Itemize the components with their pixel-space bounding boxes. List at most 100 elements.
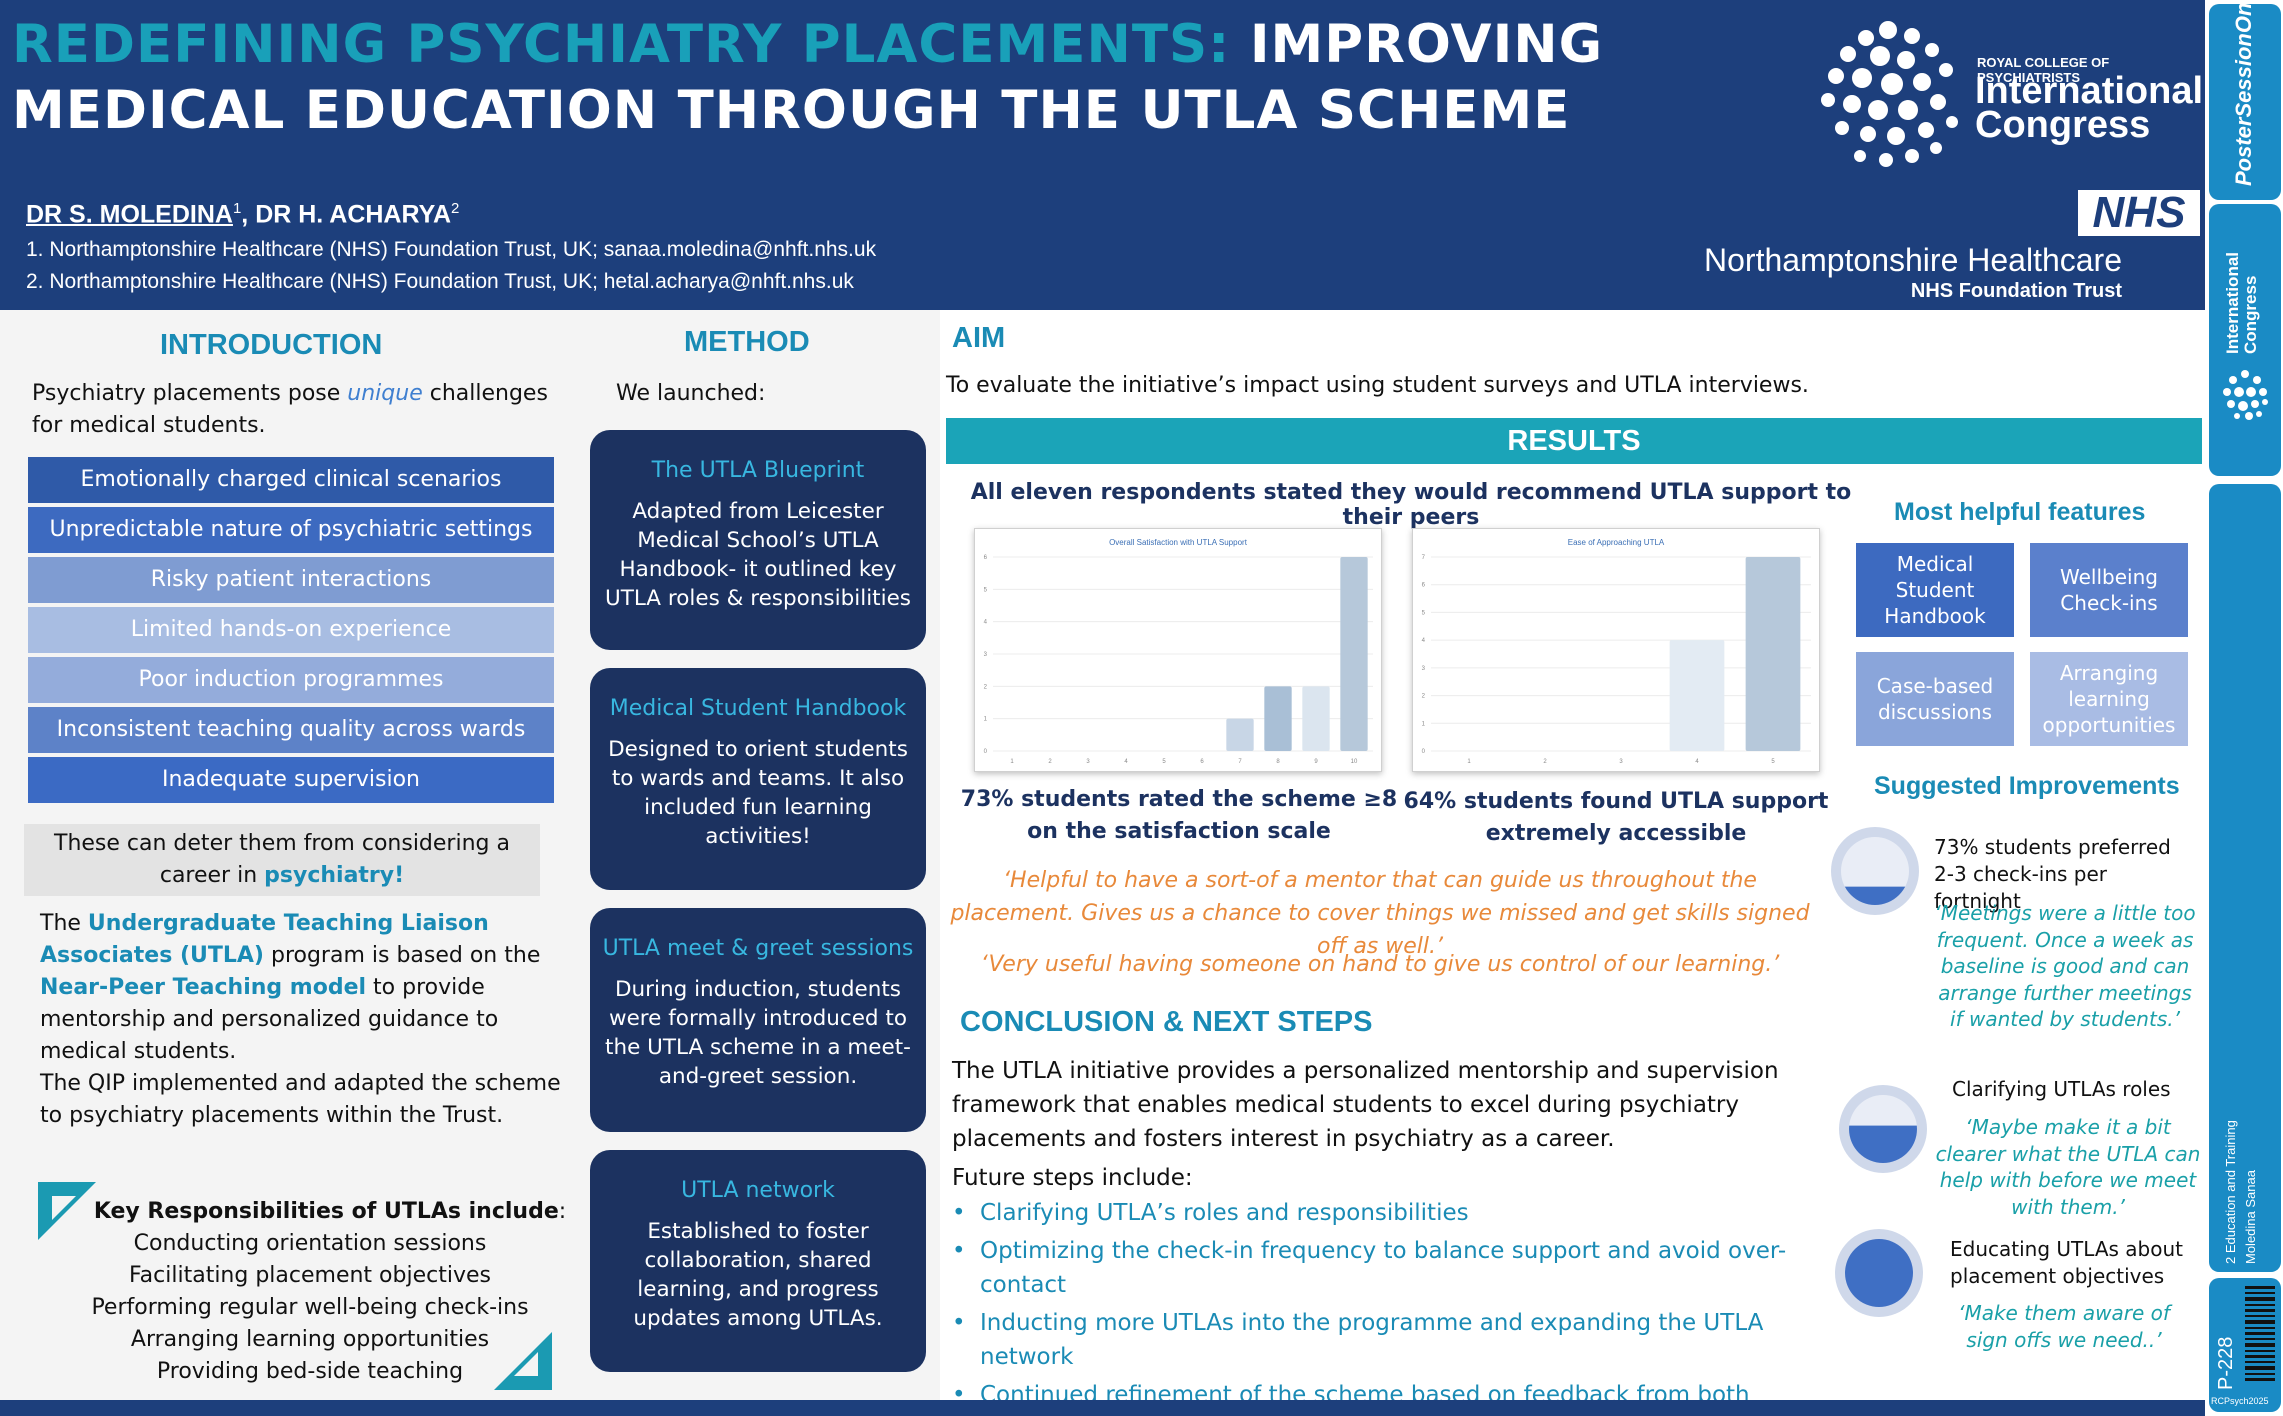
chart-accessibility: Ease of Approaching UTLA 0 1 2 3 4 5 6 7 1 2 3 4 5	[1412, 528, 1820, 772]
poster-id: P-228	[2215, 1336, 2237, 1390]
recommend-statement: All eleven respondents stated they would…	[970, 480, 1852, 530]
y-tick-label: 0	[1422, 749, 1426, 755]
responsibility-item: Facilitating placement objectives	[129, 1263, 491, 1288]
strip-footer: RCPsych2025	[2211, 1396, 2269, 1406]
congress-dots-icon	[2223, 370, 2268, 420]
future-step-item: Clarifying UTLA’s roles and responsibili…	[950, 1196, 1830, 1230]
author-line: DR S. MOLEDINA1, DR H. ACHARYA2	[26, 200, 460, 229]
stat-satisfaction: 73% students rated the scheme ≥8 on the …	[960, 787, 1398, 844]
challenge-item: Poor induction programmes	[28, 657, 554, 703]
y-tick-label: 5	[984, 587, 988, 593]
challenge-item: Inconsistent teaching quality across war…	[28, 707, 554, 753]
aim-text: To evaluate the initiative’s impact usin…	[946, 373, 1809, 398]
x-tick-label: 6	[1200, 759, 1204, 765]
congress-panel: International Congress	[2209, 204, 2281, 476]
poster-id-panel: P-228 RCPsych2025	[2209, 1278, 2281, 1412]
x-tick-label: 10	[1351, 759, 1358, 765]
feature-card: Medical Student Handbook	[1856, 543, 2014, 637]
poster-title-line-2: MEDICAL EDUCATION THROUGH THE UTLA SCHEM…	[12, 80, 1571, 141]
bar	[1264, 686, 1292, 751]
method-box-network: UTLA network Established to foster colla…	[590, 1150, 926, 1372]
x-tick-label: 2	[1048, 759, 1052, 765]
nhs-logo: NHS	[2078, 190, 2200, 236]
bottom-bar	[0, 1400, 2205, 1416]
feature-card: Wellbeing Check-ins	[2030, 543, 2188, 637]
poster-sessions-label: PosterSessionOnline	[2231, 0, 2256, 186]
student-quote-1: ‘Helpful to have a sort-of a mentor that…	[950, 868, 1810, 959]
feature-card: Case-based discussions	[1856, 652, 2014, 746]
future-steps-list: Clarifying UTLA’s roles and responsibili…	[950, 1196, 1830, 1416]
challenge-item: Unpredictable nature of psychiatric sett…	[28, 507, 554, 553]
affiliation-2: 2. Northamptonshire Healthcare (NHS) Fou…	[26, 270, 854, 293]
bar	[1226, 718, 1254, 751]
y-tick-label: 1	[984, 717, 988, 723]
chart-title: Ease of Approaching UTLA	[1568, 538, 1665, 547]
progress-circle-icon	[1835, 1229, 1923, 1317]
challenge-item: Limited hands-on experience	[28, 607, 554, 653]
bar	[1340, 557, 1368, 751]
rcpsych-logo-icon	[1821, 21, 1958, 167]
responsibility-item: Conducting orientation sessions	[133, 1231, 487, 1256]
rcpsych-label: ROYAL COLLEGE OF PSYCHIATRISTS	[1977, 55, 2110, 85]
utla-description: The Undergraduate Teaching Liaison Assoc…	[40, 911, 541, 1064]
key-responsibilities: Key Responsibilities of UTLAs include: C…	[40, 1196, 580, 1388]
improvement-text: Clarifying UTLAs roles	[1952, 1077, 2171, 1101]
y-tick-label: 1	[1422, 721, 1426, 727]
y-tick-label: 6	[984, 555, 988, 561]
y-tick-label: 4	[984, 620, 988, 626]
congress-label-2: Congress	[1975, 104, 2151, 146]
conclusion-heading: CONCLUSION & NEXT STEPS	[960, 1006, 1373, 1038]
bar	[1669, 640, 1725, 751]
chart-satisfaction: Overall Satisfaction with UTLA Support 0 1…	[974, 528, 1382, 772]
challenge-item: Emotionally charged clinical scenarios	[28, 457, 554, 503]
y-tick-label: 5	[1422, 610, 1426, 616]
improvement-text: 73% students preferred 2-3 check-ins per…	[1934, 835, 2171, 913]
intro-text: Psychiatry placements pose unique challe…	[32, 381, 548, 438]
improvement-quote: ‘Make them aware of sign offs we need..’	[1958, 1301, 2170, 1352]
chart-satisfaction-svg: Overall Satisfaction with UTLA Support 0 1…	[984, 538, 1373, 765]
method-box-blueprint: The UTLA Blueprint Adapted from Leiceste…	[590, 430, 926, 650]
x-tick-label: 1	[1467, 759, 1471, 765]
progress-circle-icon	[1839, 1085, 1927, 1173]
method-intro: We launched:	[616, 381, 766, 406]
future-step-item: Optimizing the check-in frequency to bal…	[950, 1234, 1830, 1302]
x-tick-label: 9	[1314, 759, 1318, 765]
features-heading: Most helpful features	[1894, 498, 2146, 526]
barcode-icon	[2245, 1286, 2275, 1381]
y-tick-label: 3	[1422, 666, 1426, 672]
y-tick-label: 6	[1422, 583, 1426, 589]
x-tick-label: 3	[1619, 759, 1623, 765]
strip-congress-1: International	[2223, 251, 2242, 354]
y-tick-label: 3	[984, 652, 988, 658]
x-tick-label: 5	[1771, 759, 1775, 765]
deter-callout: These can deter them from considering a …	[24, 824, 540, 896]
feature-card: Arranging learning opportunities	[2030, 652, 2188, 746]
results-heading: RESULTS	[946, 418, 2202, 464]
trust-name: Northamptonshire Healthcare	[1704, 242, 2122, 278]
x-tick-label: 1	[1010, 759, 1014, 765]
affiliation-1: 1. Northamptonshire Healthcare (NHS) Fou…	[26, 238, 877, 261]
conclusion-text: The UTLA initiative provides a personali…	[952, 1058, 1779, 1152]
x-tick-label: 4	[1695, 759, 1699, 765]
aim-heading: AIM	[952, 322, 1006, 354]
progress-circle-icon	[1831, 827, 1919, 915]
future-steps-label: Future steps include:	[952, 1165, 1193, 1191]
chart-title: Overall Satisfaction with UTLA Support	[1109, 538, 1248, 547]
improvement-quote: ‘Meetings were a little too frequent. On…	[1934, 901, 2196, 1031]
x-tick-label: 8	[1276, 759, 1280, 765]
category-panel: 2 Education and Training Moledina Sanaa	[2209, 484, 2281, 1272]
poster-header: REDEFINING PSYCHIATRY PLACEMENTS: IMPROV…	[0, 0, 2205, 310]
improvement-quote: ‘Maybe make it a bit clearer what the UT…	[1935, 1115, 2201, 1219]
bar	[1302, 686, 1330, 751]
qip-text: The QIP implemented and adapted the sche…	[40, 1071, 561, 1128]
y-tick-label: 7	[1422, 555, 1426, 561]
x-tick-label: 2	[1543, 759, 1547, 765]
future-step-item: Inducting more UTLAs into the programme …	[950, 1306, 1830, 1374]
stat-accessibility: 64% students found UTLA support extremel…	[1403, 789, 1829, 846]
bar	[1745, 557, 1801, 751]
improvement-text: Educating UTLAs about placement objectiv…	[1950, 1237, 2184, 1288]
category-label: 2 Education and Training	[2223, 1120, 2238, 1264]
strip-author-label: Moledina Sanaa	[2243, 1170, 2258, 1264]
student-quote-2: ‘Very useful having someone on hand to g…	[980, 952, 1780, 977]
improvements-heading: Suggested Improvements	[1874, 772, 2180, 800]
